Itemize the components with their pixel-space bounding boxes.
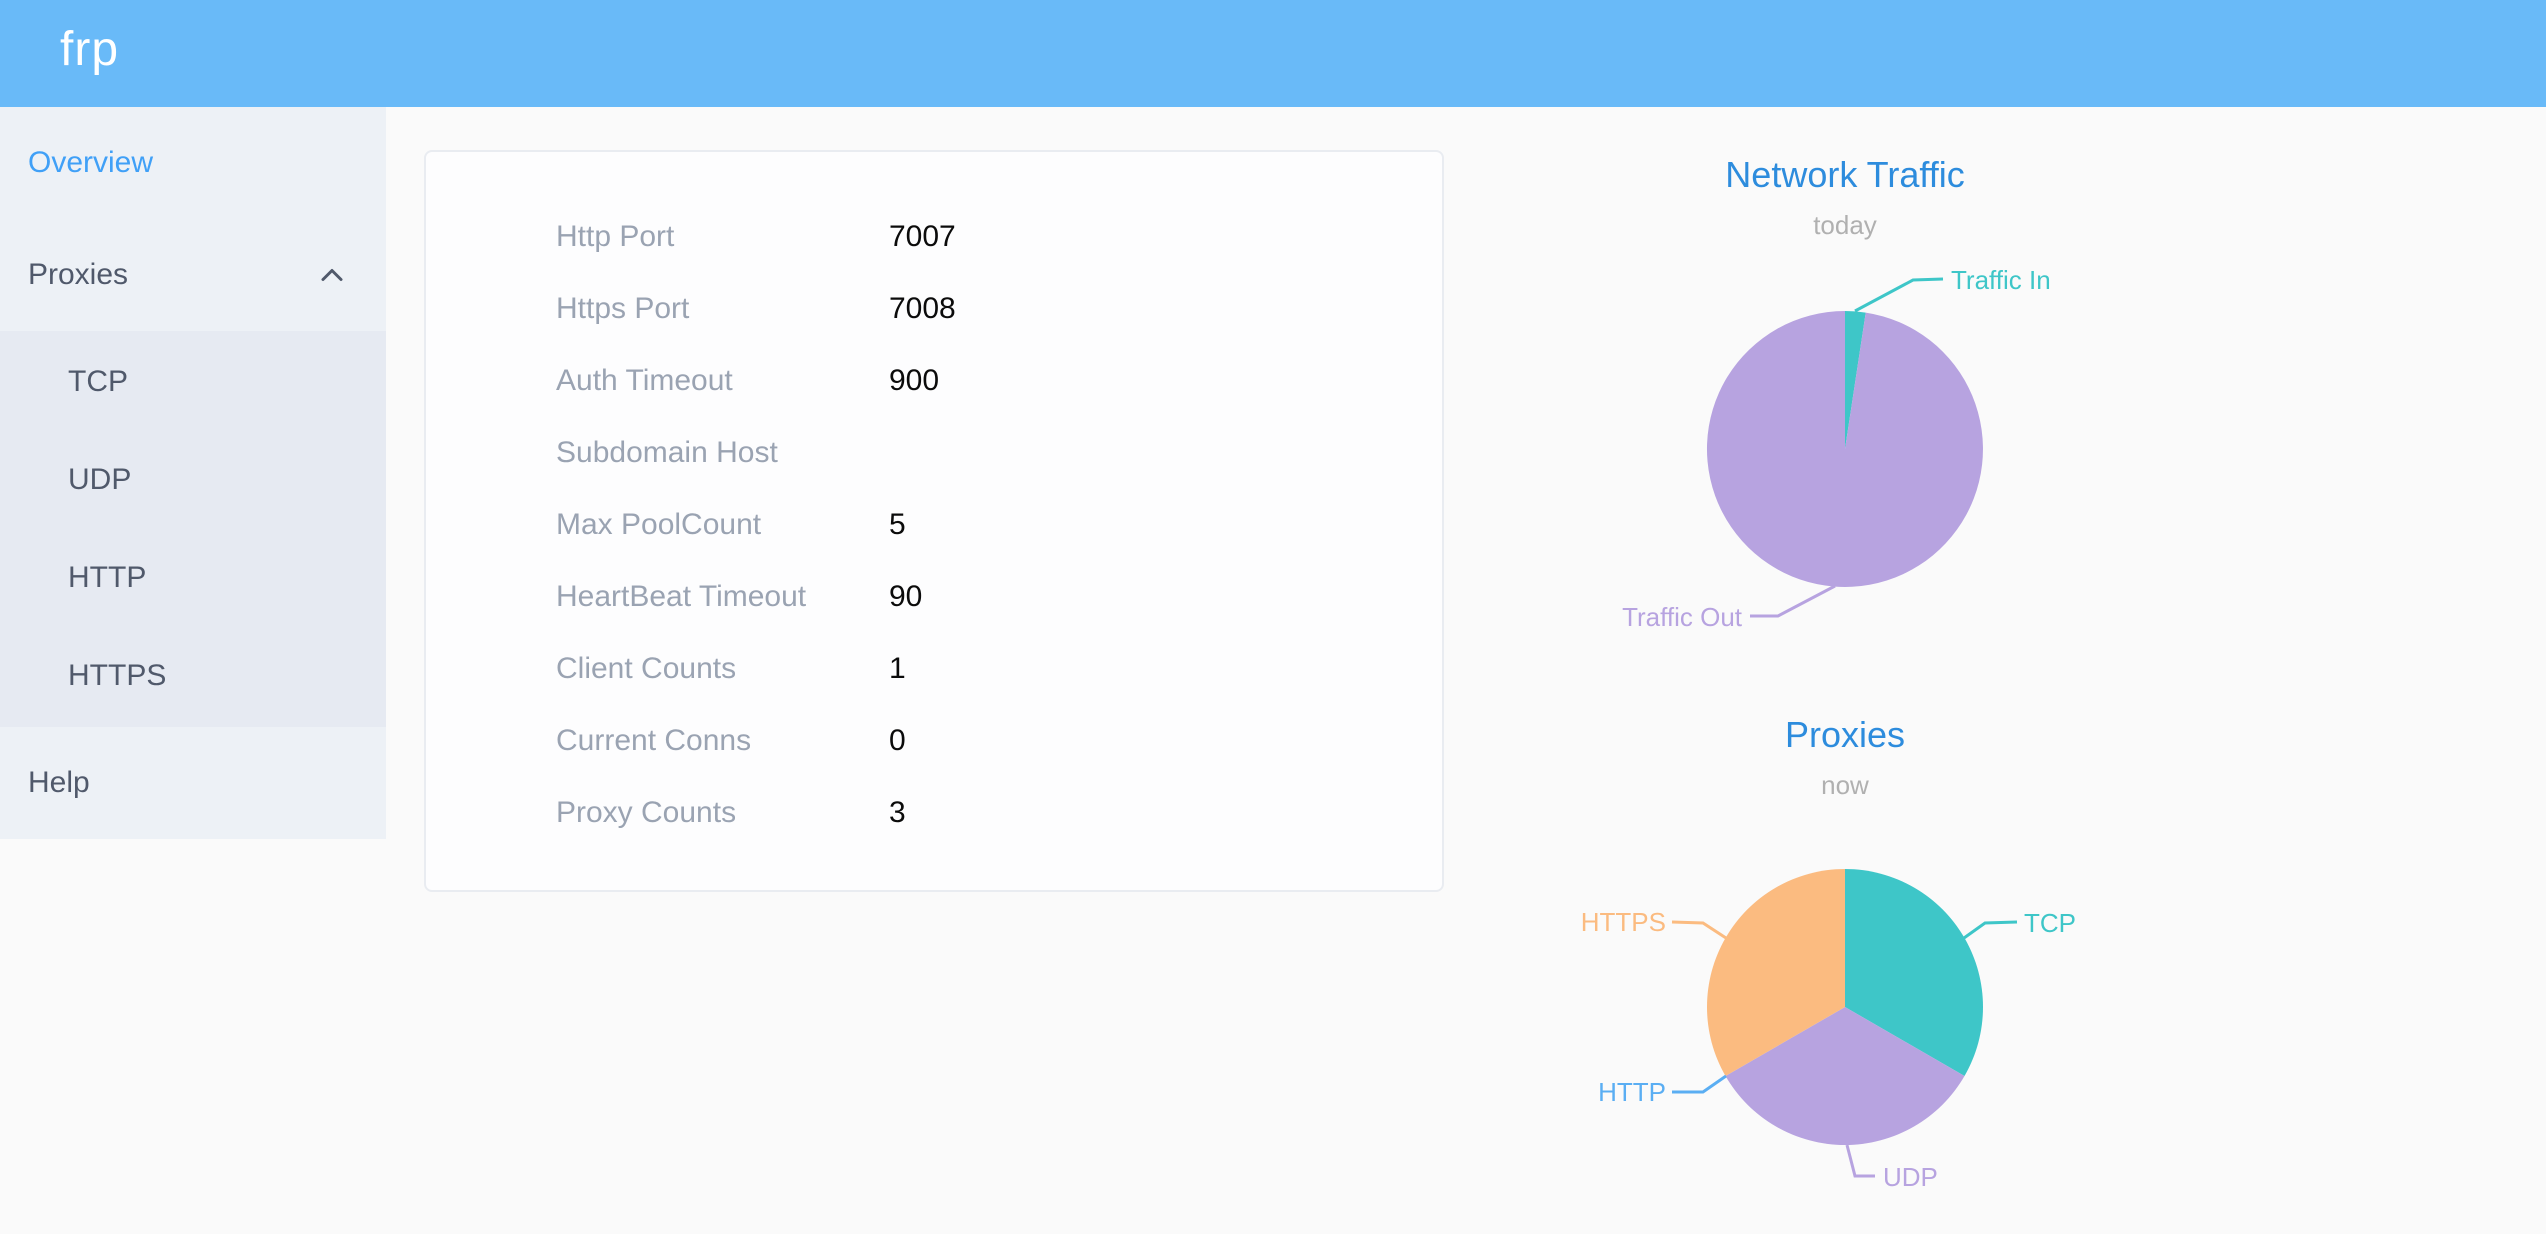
sidebar-item-https-label: HTTPS: [68, 659, 167, 692]
server-info-row: Max PoolCount 5: [556, 489, 1442, 561]
pie-slice-udp[interactable]: [1725, 1007, 1965, 1145]
https-label: HTTPS: [1581, 907, 1666, 937]
proxies-chart: Proxies now TCP UDP HTTP HTTPS: [1545, 700, 2145, 1234]
server-info-row: Subdomain Host: [556, 417, 1442, 489]
sidebar-item-http[interactable]: HTTP: [0, 529, 386, 627]
sidebar-item-help[interactable]: Help: [0, 727, 386, 839]
row-value: 0: [889, 724, 906, 757]
row-label: Subdomain Host: [556, 436, 778, 469]
pie-slice-https[interactable]: [1707, 869, 1845, 1076]
http-label: HTTP: [1598, 1077, 1666, 1107]
server-info-row: Current Conns 0: [556, 705, 1442, 777]
sidebar-item-proxies[interactable]: Proxies: [0, 219, 386, 331]
proxies-pie: TCP UDP HTTP HTTPS: [1581, 869, 2076, 1192]
proxies-subtitle: now: [1821, 770, 1869, 800]
row-label: Auth Timeout: [556, 364, 733, 397]
sidebar-item-https[interactable]: HTTPS: [0, 627, 386, 725]
server-info-card: Http Port 7007 Https Port 7008 Auth Time…: [424, 150, 1444, 892]
tcp-label: TCP: [2024, 908, 2076, 938]
sidebar-item-proxies-label: Proxies: [28, 258, 129, 291]
row-value: 7008: [889, 292, 956, 325]
row-label: Proxy Counts: [556, 796, 737, 829]
row-value: 7007: [889, 220, 956, 253]
row-label: HeartBeat Timeout: [556, 580, 807, 613]
traffic-out-leader-line: [1750, 584, 1836, 618]
traffic-out-label: Traffic Out: [1622, 602, 1743, 632]
sidebar-item-udp-label: UDP: [68, 463, 132, 496]
row-value: 1: [889, 652, 906, 685]
pie-slice-traffic-in[interactable]: [1845, 311, 1866, 449]
row-value: 900: [889, 364, 940, 397]
row-value: 5: [889, 508, 906, 541]
row-label: Https Port: [556, 292, 690, 325]
https-leader-line: [1671, 920, 1727, 940]
traffic-in-leader-line: [1854, 277, 1944, 313]
network-traffic-title: Network Traffic: [1725, 154, 1965, 195]
udp-label: UDP: [1883, 1162, 1938, 1192]
sidebar-item-udp[interactable]: UDP: [0, 431, 386, 529]
network-traffic-pie: Traffic In Traffic Out: [1622, 265, 2051, 632]
traffic-in-label: Traffic In: [1951, 265, 2051, 295]
http-leader-line: [1672, 1074, 1727, 1094]
sidebar-item-overview[interactable]: Overview: [0, 107, 386, 219]
udp-leader-line: [1845, 1144, 1875, 1178]
row-label: Http Port: [556, 220, 675, 253]
row-label: Client Counts: [556, 652, 737, 685]
sidebar-item-overview-label: Overview: [28, 146, 154, 179]
row-value: 3: [889, 796, 906, 829]
chevron-up-icon: [321, 269, 343, 281]
sidebar-item-help-label: Help: [28, 766, 90, 799]
tcp-leader-line: [1963, 920, 2018, 940]
sidebar-item-tcp-label: TCP: [68, 365, 128, 398]
sidebar-submenu-proxies: TCP UDP HTTP HTTPS: [0, 331, 386, 727]
app-header: frp: [0, 0, 2546, 107]
server-info-row: Http Port 7007: [556, 201, 1442, 273]
row-label: Max PoolCount: [556, 508, 762, 541]
network-traffic-subtitle: today: [1813, 210, 1877, 240]
sidebar-item-tcp[interactable]: TCP: [0, 333, 386, 431]
sidebar-item-http-label: HTTP: [68, 561, 147, 594]
server-info-row: Https Port 7008: [556, 273, 1442, 345]
app-logo: frp: [60, 23, 120, 76]
server-info-row: Client Counts 1: [556, 633, 1442, 705]
pie-slice-traffic-out[interactable]: [1706, 311, 1983, 587]
network-traffic-chart: Network Traffic today Traffic In Traffic…: [1545, 140, 2145, 685]
row-label: Current Conns: [556, 724, 752, 757]
server-info-row: HeartBeat Timeout 90: [556, 561, 1442, 633]
server-info-row: Auth Timeout 900: [556, 345, 1442, 417]
proxies-title: Proxies: [1784, 714, 1906, 755]
row-value: 90: [889, 580, 923, 613]
sidebar: Overview Proxies TCP UDP HTTP HTTPS Help: [0, 107, 386, 839]
pie-slice-tcp[interactable]: [1845, 869, 1983, 1076]
server-info-row: Proxy Counts 3: [556, 777, 1442, 849]
